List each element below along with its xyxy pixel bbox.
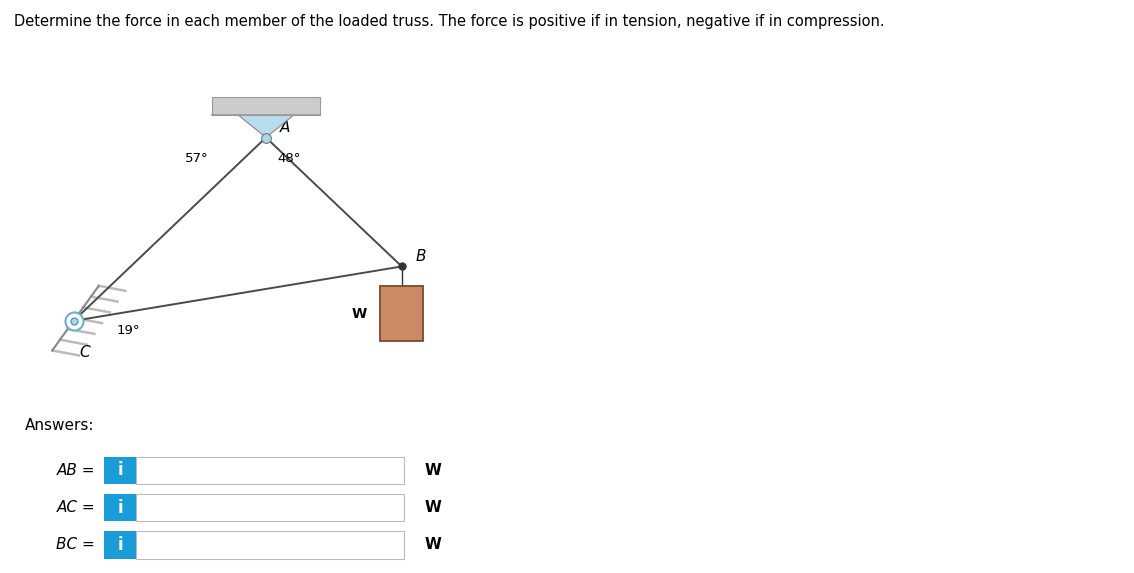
- Text: C: C: [79, 345, 90, 360]
- Bar: [380, 286, 423, 341]
- Polygon shape: [238, 115, 294, 138]
- Text: 57°: 57°: [185, 152, 208, 165]
- Text: Determine the force in each member of the loaded truss. The force is positive if: Determine the force in each member of th…: [14, 14, 885, 29]
- FancyBboxPatch shape: [136, 457, 404, 484]
- Text: 48°: 48°: [277, 152, 301, 165]
- Text: i: i: [117, 499, 122, 517]
- FancyBboxPatch shape: [104, 531, 136, 559]
- Text: AB =: AB =: [57, 463, 95, 478]
- Text: W: W: [424, 500, 441, 515]
- Text: AC =: AC =: [57, 500, 95, 515]
- FancyBboxPatch shape: [136, 531, 404, 559]
- Text: W: W: [352, 307, 366, 321]
- Text: A: A: [279, 120, 290, 135]
- Text: 19°: 19°: [117, 324, 141, 337]
- FancyBboxPatch shape: [136, 494, 404, 521]
- FancyBboxPatch shape: [104, 494, 136, 521]
- Bar: [212, 97, 320, 115]
- Text: W: W: [424, 463, 441, 478]
- Text: i: i: [117, 536, 122, 554]
- Text: Answers:: Answers:: [25, 418, 94, 433]
- Text: i: i: [117, 461, 122, 480]
- Text: B: B: [415, 249, 426, 264]
- Text: BC =: BC =: [57, 537, 95, 552]
- Text: W: W: [424, 537, 441, 552]
- FancyBboxPatch shape: [104, 457, 136, 484]
